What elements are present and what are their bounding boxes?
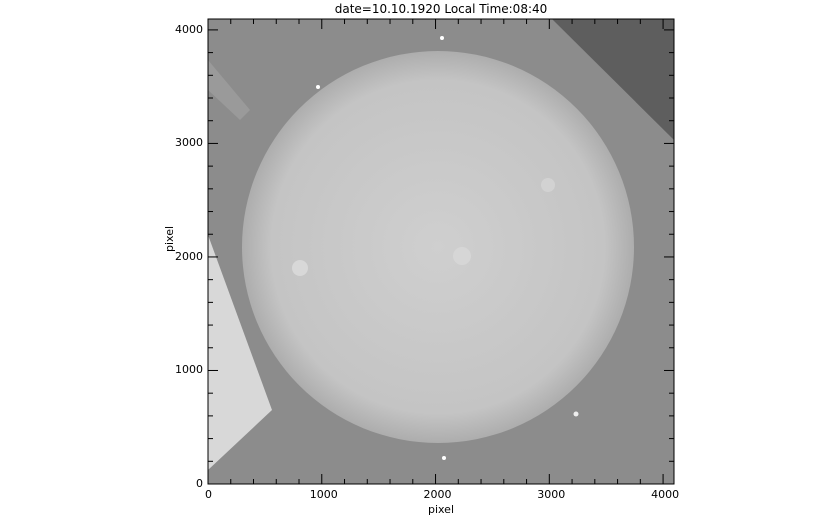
dark-corner (552, 19, 674, 140)
y-tick-label: 2000 (175, 249, 203, 263)
x-axis-label: pixel (427, 503, 455, 516)
x-tick-label: 1000 (309, 488, 338, 501)
y-axis-label: pixel (163, 225, 176, 252)
x-tick-label: 0 (205, 488, 212, 501)
plot-frame (207, 18, 675, 485)
x-tick-label: 3000 (537, 488, 566, 501)
plot-title: date=10.10.1920 Local Time:08:40 (334, 2, 548, 16)
y-tick-label: 1000 (175, 363, 203, 377)
plage (541, 178, 555, 192)
x-tick-label: 4000 (651, 488, 680, 501)
y-tick-label: 4000 (175, 22, 203, 36)
y-tick-label: 0 (196, 477, 203, 490)
y-tick-label: 3000 (175, 136, 203, 150)
plage (292, 260, 308, 276)
plage (453, 247, 471, 265)
solar-disk (242, 51, 634, 443)
bright-wedge (208, 235, 272, 470)
axis-ticks (207, 19, 674, 485)
x-tick-label: 2000 (423, 488, 452, 501)
